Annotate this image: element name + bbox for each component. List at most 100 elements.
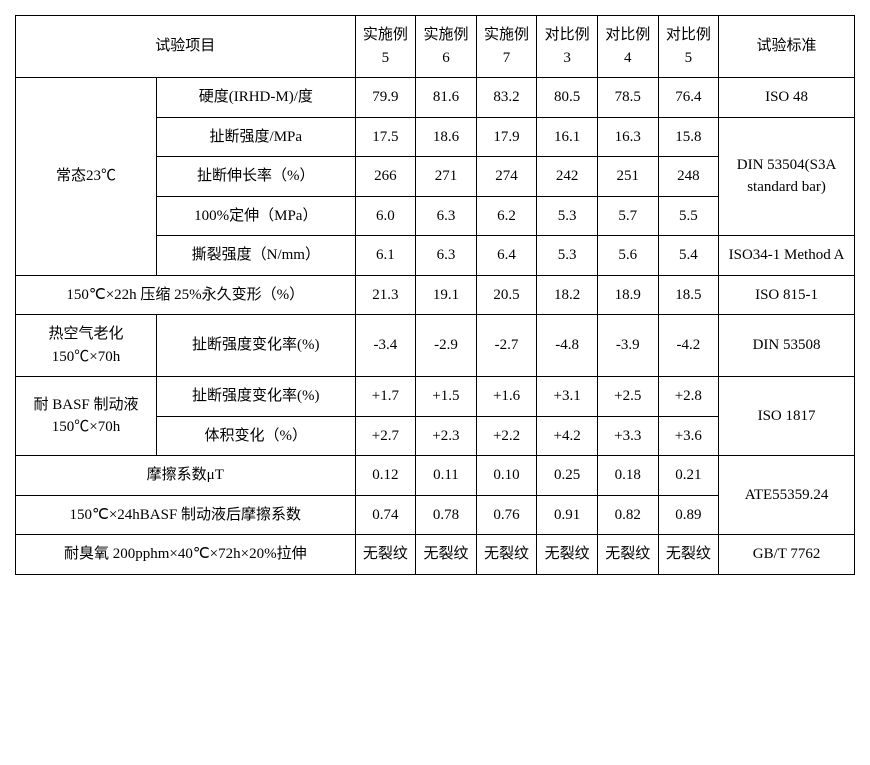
header-row: 试验项目 实施例 5 实施例 6 实施例 7 对比例 3 对比例 4 对比例 5… — [16, 16, 855, 78]
test-results-table: 试验项目 实施例 5 实施例 6 实施例 7 对比例 3 对比例 4 对比例 5… — [15, 15, 855, 575]
cell: 5.4 — [658, 236, 719, 276]
group-basf: 耐 BASF 制动液 150℃×70h — [16, 377, 157, 456]
row-name: 扯断伸长率（%） — [157, 157, 356, 197]
std-cell: ISO 1817 — [719, 377, 855, 456]
cell: -3.4 — [355, 315, 416, 377]
cell: +3.6 — [658, 416, 719, 456]
group-normal: 常态23℃ — [16, 78, 157, 276]
cell: 18.5 — [658, 275, 719, 315]
header-col: 实施例 7 — [476, 16, 537, 78]
cell: 266 — [355, 157, 416, 197]
cell: 271 — [416, 157, 477, 197]
cell: 0.74 — [355, 495, 416, 535]
row-name: 硬度(IRHD-M)/度 — [157, 78, 356, 118]
cell: 21.3 — [355, 275, 416, 315]
std-cell: ATE55359.24 — [719, 456, 855, 535]
cell: 6.0 — [355, 196, 416, 236]
header-col: 实施例 5 — [355, 16, 416, 78]
cell: 无裂纹 — [537, 535, 598, 575]
table-row: 耐臭氧 200pphm×40℃×72h×20%拉伸 无裂纹 无裂纹 无裂纹 无裂… — [16, 535, 855, 575]
cell: 6.4 — [476, 236, 537, 276]
cell: +2.3 — [416, 416, 477, 456]
cell: -4.8 — [537, 315, 598, 377]
std-cell: DIN 53504(S3A standard bar) — [719, 117, 855, 236]
table-row: 热空气老化150℃×70h 扯断强度变化率(%) -3.4 -2.9 -2.7 … — [16, 315, 855, 377]
row-name: 100%定伸（MPa） — [157, 196, 356, 236]
cell: 18.9 — [597, 275, 658, 315]
row-name: 150℃×24hBASF 制动液后摩擦系数 — [16, 495, 356, 535]
cell: +1.6 — [476, 377, 537, 417]
cell: +2.5 — [597, 377, 658, 417]
cell: 5.7 — [597, 196, 658, 236]
cell: 6.3 — [416, 196, 477, 236]
cell: 17.9 — [476, 117, 537, 157]
cell: 0.10 — [476, 456, 537, 496]
cell: 0.91 — [537, 495, 598, 535]
cell: 6.2 — [476, 196, 537, 236]
cell: 5.6 — [597, 236, 658, 276]
cell: +1.5 — [416, 377, 477, 417]
header-col: 实施例 6 — [416, 16, 477, 78]
cell: 274 — [476, 157, 537, 197]
cell: 0.76 — [476, 495, 537, 535]
header-col: 对比例 4 — [597, 16, 658, 78]
header-test-item: 试验项目 — [16, 16, 356, 78]
cell: 5.5 — [658, 196, 719, 236]
row-name: 体积变化（%） — [157, 416, 356, 456]
cell: 16.1 — [537, 117, 598, 157]
cell: 0.82 — [597, 495, 658, 535]
cell: +2.8 — [658, 377, 719, 417]
cell: -4.2 — [658, 315, 719, 377]
cell: 83.2 — [476, 78, 537, 118]
header-standard: 试验标准 — [719, 16, 855, 78]
std-cell: DIN 53508 — [719, 315, 855, 377]
cell: 无裂纹 — [476, 535, 537, 575]
cell: +2.2 — [476, 416, 537, 456]
row-name: 撕裂强度（N/mm） — [157, 236, 356, 276]
cell: -2.7 — [476, 315, 537, 377]
row-name: 150℃×22h 压缩 25%永久变形（%） — [16, 275, 356, 315]
cell: 0.12 — [355, 456, 416, 496]
cell: 6.1 — [355, 236, 416, 276]
cell: 81.6 — [416, 78, 477, 118]
cell: +1.7 — [355, 377, 416, 417]
cell: 0.78 — [416, 495, 477, 535]
cell: 16.3 — [597, 117, 658, 157]
cell: 18.2 — [537, 275, 598, 315]
cell: 无裂纹 — [416, 535, 477, 575]
cell: 0.89 — [658, 495, 719, 535]
cell: 0.25 — [537, 456, 598, 496]
group-hotair: 热空气老化150℃×70h — [16, 315, 157, 377]
header-col: 对比例 3 — [537, 16, 598, 78]
std-cell: ISO 815-1 — [719, 275, 855, 315]
cell: 5.3 — [537, 196, 598, 236]
cell: +3.1 — [537, 377, 598, 417]
table-row: 常态23℃ 硬度(IRHD-M)/度 79.9 81.6 83.2 80.5 7… — [16, 78, 855, 118]
cell: 无裂纹 — [658, 535, 719, 575]
cell: 76.4 — [658, 78, 719, 118]
cell: +3.3 — [597, 416, 658, 456]
cell: +2.7 — [355, 416, 416, 456]
cell: 251 — [597, 157, 658, 197]
cell: 17.5 — [355, 117, 416, 157]
cell: 无裂纹 — [597, 535, 658, 575]
cell: 78.5 — [597, 78, 658, 118]
row-name: 扯断强度变化率(%) — [157, 377, 356, 417]
cell: 79.9 — [355, 78, 416, 118]
cell: 20.5 — [476, 275, 537, 315]
cell: 5.3 — [537, 236, 598, 276]
std-cell: ISO34-1 Method A — [719, 236, 855, 276]
header-col: 对比例 5 — [658, 16, 719, 78]
row-name: 摩擦系数μT — [16, 456, 356, 496]
cell: 0.11 — [416, 456, 477, 496]
table-row: 摩擦系数μT 0.12 0.11 0.10 0.25 0.18 0.21 ATE… — [16, 456, 855, 496]
cell: 242 — [537, 157, 598, 197]
cell: 248 — [658, 157, 719, 197]
std-cell: ISO 48 — [719, 78, 855, 118]
cell: 18.6 — [416, 117, 477, 157]
cell: 无裂纹 — [355, 535, 416, 575]
cell: 80.5 — [537, 78, 598, 118]
cell: -2.9 — [416, 315, 477, 377]
cell: +4.2 — [537, 416, 598, 456]
row-name: 扯断强度/MPa — [157, 117, 356, 157]
